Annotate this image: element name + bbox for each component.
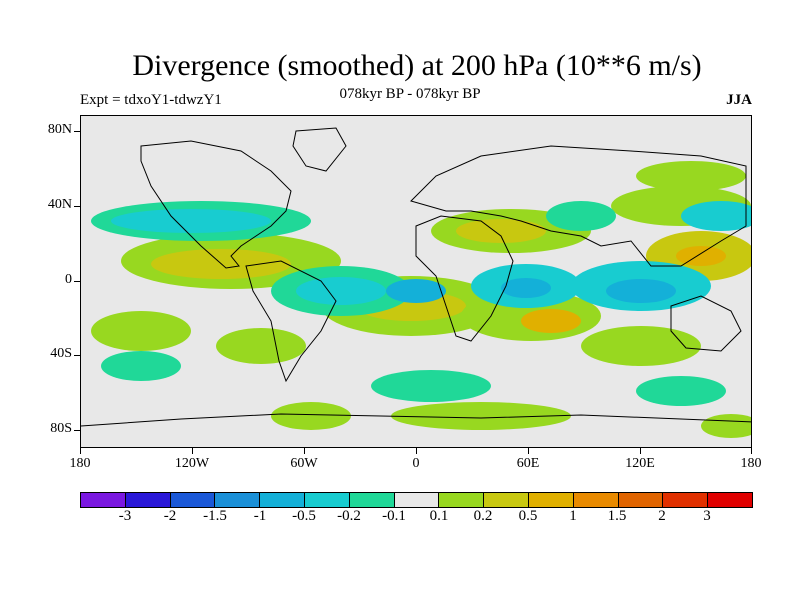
- colorbar-label: 0.1: [429, 508, 449, 524]
- colorbar-swatch: [618, 493, 664, 507]
- y-tick: [74, 281, 80, 282]
- season-label: JJA: [726, 92, 752, 108]
- x-axis-label: 0: [412, 456, 420, 471]
- x-axis-label: 180: [740, 456, 762, 471]
- x-tick: [751, 448, 752, 454]
- colorbar-label: 1: [569, 508, 577, 524]
- y-tick: [74, 131, 80, 132]
- colorbar-swatch: [304, 493, 350, 507]
- colorbar-swatch: [81, 493, 126, 507]
- x-tick: [640, 448, 641, 454]
- y-axis-label: 40S: [50, 346, 72, 361]
- x-tick: [304, 448, 305, 454]
- x-axis-label: 120W: [174, 456, 210, 471]
- y-tick: [74, 355, 80, 356]
- colorbar-swatch: [349, 493, 395, 507]
- colorbar-swatch: [439, 493, 485, 507]
- x-axis-label: 60E: [516, 456, 540, 471]
- colorbar-swatch: [215, 493, 261, 507]
- x-axis-label: 60W: [290, 456, 318, 471]
- colorbar-swatch: [170, 493, 216, 507]
- divergence-map: [80, 115, 752, 448]
- x-tick: [416, 448, 417, 454]
- colorbar-label: -0.5: [292, 508, 316, 524]
- coastlines: [81, 127, 751, 427]
- colorbar-label: 1.5: [607, 508, 627, 524]
- experiment-label: Expt = tdxoY1-tdwzY1: [80, 92, 222, 108]
- x-axis-label: 120E: [625, 456, 655, 471]
- y-axis-label: 40N: [47, 197, 72, 212]
- colorbar-label: 3: [703, 508, 711, 524]
- x-tick: [192, 448, 193, 454]
- colorbar-label: -0.2: [337, 508, 361, 524]
- colorbar-swatch: [125, 493, 171, 507]
- colorbar-label: 2: [658, 508, 666, 524]
- colorbar-swatch: [260, 493, 305, 507]
- y-tick: [74, 206, 80, 207]
- colorbar-swatch: [528, 493, 574, 507]
- y-axis-label: 0: [65, 272, 72, 287]
- figure-title: Divergence (smoothed) at 200 hPa (10**6 …: [132, 49, 702, 82]
- y-tick: [74, 430, 80, 431]
- colorbar-label: 0.2: [473, 508, 493, 524]
- colorbar-label: -3: [118, 508, 132, 524]
- x-axis-label: 180: [69, 456, 91, 471]
- colorbar-label: -2: [163, 508, 177, 524]
- colorbar: [80, 492, 753, 508]
- colorbar-label: -1.5: [203, 508, 227, 524]
- colorbar-swatch: [663, 493, 709, 507]
- divergence-field: [91, 161, 751, 438]
- colorbar-label: -0.1: [382, 508, 406, 524]
- colorbar-swatch: [573, 493, 619, 507]
- x-tick: [528, 448, 529, 454]
- y-axis-label: 80S: [50, 421, 72, 436]
- colorbar-swatch: [484, 493, 529, 507]
- x-tick: [80, 448, 81, 454]
- colorbar-swatch: [708, 493, 752, 507]
- map-canvas: [81, 116, 751, 447]
- y-axis-label: 80N: [47, 122, 72, 137]
- colorbar-label: 0.5: [518, 508, 538, 524]
- colorbar-swatch: [394, 493, 440, 507]
- colorbar-label: -1: [253, 508, 267, 524]
- period-label: 078kyr BP - 078kyr BP: [339, 86, 481, 102]
